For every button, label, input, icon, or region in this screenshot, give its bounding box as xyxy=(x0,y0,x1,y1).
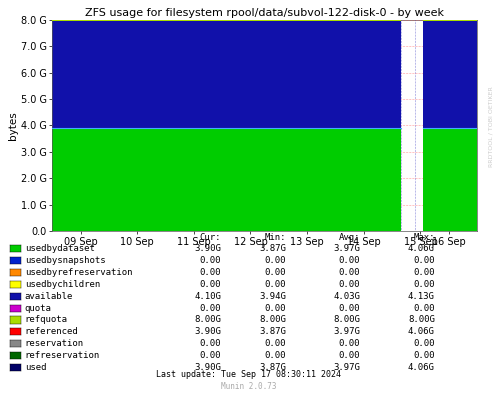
Text: 0.00: 0.00 xyxy=(414,268,435,277)
Text: 0.00: 0.00 xyxy=(339,339,360,348)
Text: 0.00: 0.00 xyxy=(414,339,435,348)
Text: 0.00: 0.00 xyxy=(414,351,435,360)
Text: 4.06G: 4.06G xyxy=(408,327,435,336)
Text: 3.97G: 3.97G xyxy=(333,363,360,372)
Text: available: available xyxy=(25,292,73,301)
Text: 4.03G: 4.03G xyxy=(333,292,360,301)
Text: Cur:: Cur: xyxy=(200,233,221,241)
Text: 0.00: 0.00 xyxy=(200,268,221,277)
Text: 8.00G: 8.00G xyxy=(194,316,221,324)
Y-axis label: bytes: bytes xyxy=(8,111,18,140)
Text: Avg:: Avg: xyxy=(339,233,360,241)
Text: 0.00: 0.00 xyxy=(200,339,221,348)
Text: 3.90G: 3.90G xyxy=(194,245,221,253)
Text: 0.00: 0.00 xyxy=(264,304,286,312)
Text: 0.00: 0.00 xyxy=(414,280,435,289)
Text: RRDTOOL / TOBI OETIKER: RRDTOOL / TOBI OETIKER xyxy=(489,86,494,167)
Text: refquota: refquota xyxy=(25,316,68,324)
Text: 4.13G: 4.13G xyxy=(408,292,435,301)
Text: 8.00G: 8.00G xyxy=(259,316,286,324)
Text: 3.87G: 3.87G xyxy=(259,327,286,336)
Text: Last update: Tue Sep 17 08:30:11 2024: Last update: Tue Sep 17 08:30:11 2024 xyxy=(156,370,341,379)
Text: 3.97G: 3.97G xyxy=(333,245,360,253)
Text: 3.90G: 3.90G xyxy=(194,327,221,336)
Text: 0.00: 0.00 xyxy=(339,304,360,312)
Text: 0.00: 0.00 xyxy=(264,268,286,277)
Text: 4.06G: 4.06G xyxy=(408,363,435,372)
Text: usedbydataset: usedbydataset xyxy=(25,245,95,253)
Text: 0.00: 0.00 xyxy=(339,280,360,289)
Text: 0.00: 0.00 xyxy=(264,256,286,265)
Text: 0.00: 0.00 xyxy=(339,351,360,360)
Text: Max:: Max: xyxy=(414,233,435,241)
Text: usedbysnapshots: usedbysnapshots xyxy=(25,256,105,265)
Text: 3.87G: 3.87G xyxy=(259,363,286,372)
Text: 0.00: 0.00 xyxy=(414,256,435,265)
Title: ZFS usage for filesystem rpool/data/subvol-122-disk-0 - by week: ZFS usage for filesystem rpool/data/subv… xyxy=(85,8,444,18)
Text: Min:: Min: xyxy=(264,233,286,241)
Text: 4.10G: 4.10G xyxy=(194,292,221,301)
Text: 3.90G: 3.90G xyxy=(194,363,221,372)
Text: 0.00: 0.00 xyxy=(264,351,286,360)
Text: quota: quota xyxy=(25,304,52,312)
Text: 0.00: 0.00 xyxy=(339,268,360,277)
Text: 0.00: 0.00 xyxy=(414,304,435,312)
Text: 8.00G: 8.00G xyxy=(333,316,360,324)
Text: 0.00: 0.00 xyxy=(200,351,221,360)
Text: 0.00: 0.00 xyxy=(200,256,221,265)
Text: referenced: referenced xyxy=(25,327,79,336)
Text: used: used xyxy=(25,363,46,372)
Text: 3.94G: 3.94G xyxy=(259,292,286,301)
Text: 8.00G: 8.00G xyxy=(408,316,435,324)
Text: usedbychildren: usedbychildren xyxy=(25,280,100,289)
Text: 0.00: 0.00 xyxy=(264,280,286,289)
Text: usedbyrefreservation: usedbyrefreservation xyxy=(25,268,132,277)
Text: 0.00: 0.00 xyxy=(339,256,360,265)
Text: reservation: reservation xyxy=(25,339,84,348)
Text: 3.87G: 3.87G xyxy=(259,245,286,253)
Text: 0.00: 0.00 xyxy=(200,280,221,289)
Text: refreservation: refreservation xyxy=(25,351,100,360)
Text: 3.97G: 3.97G xyxy=(333,327,360,336)
Text: 4.06G: 4.06G xyxy=(408,245,435,253)
Text: 0.00: 0.00 xyxy=(264,339,286,348)
Text: Munin 2.0.73: Munin 2.0.73 xyxy=(221,382,276,391)
Text: 0.00: 0.00 xyxy=(200,304,221,312)
